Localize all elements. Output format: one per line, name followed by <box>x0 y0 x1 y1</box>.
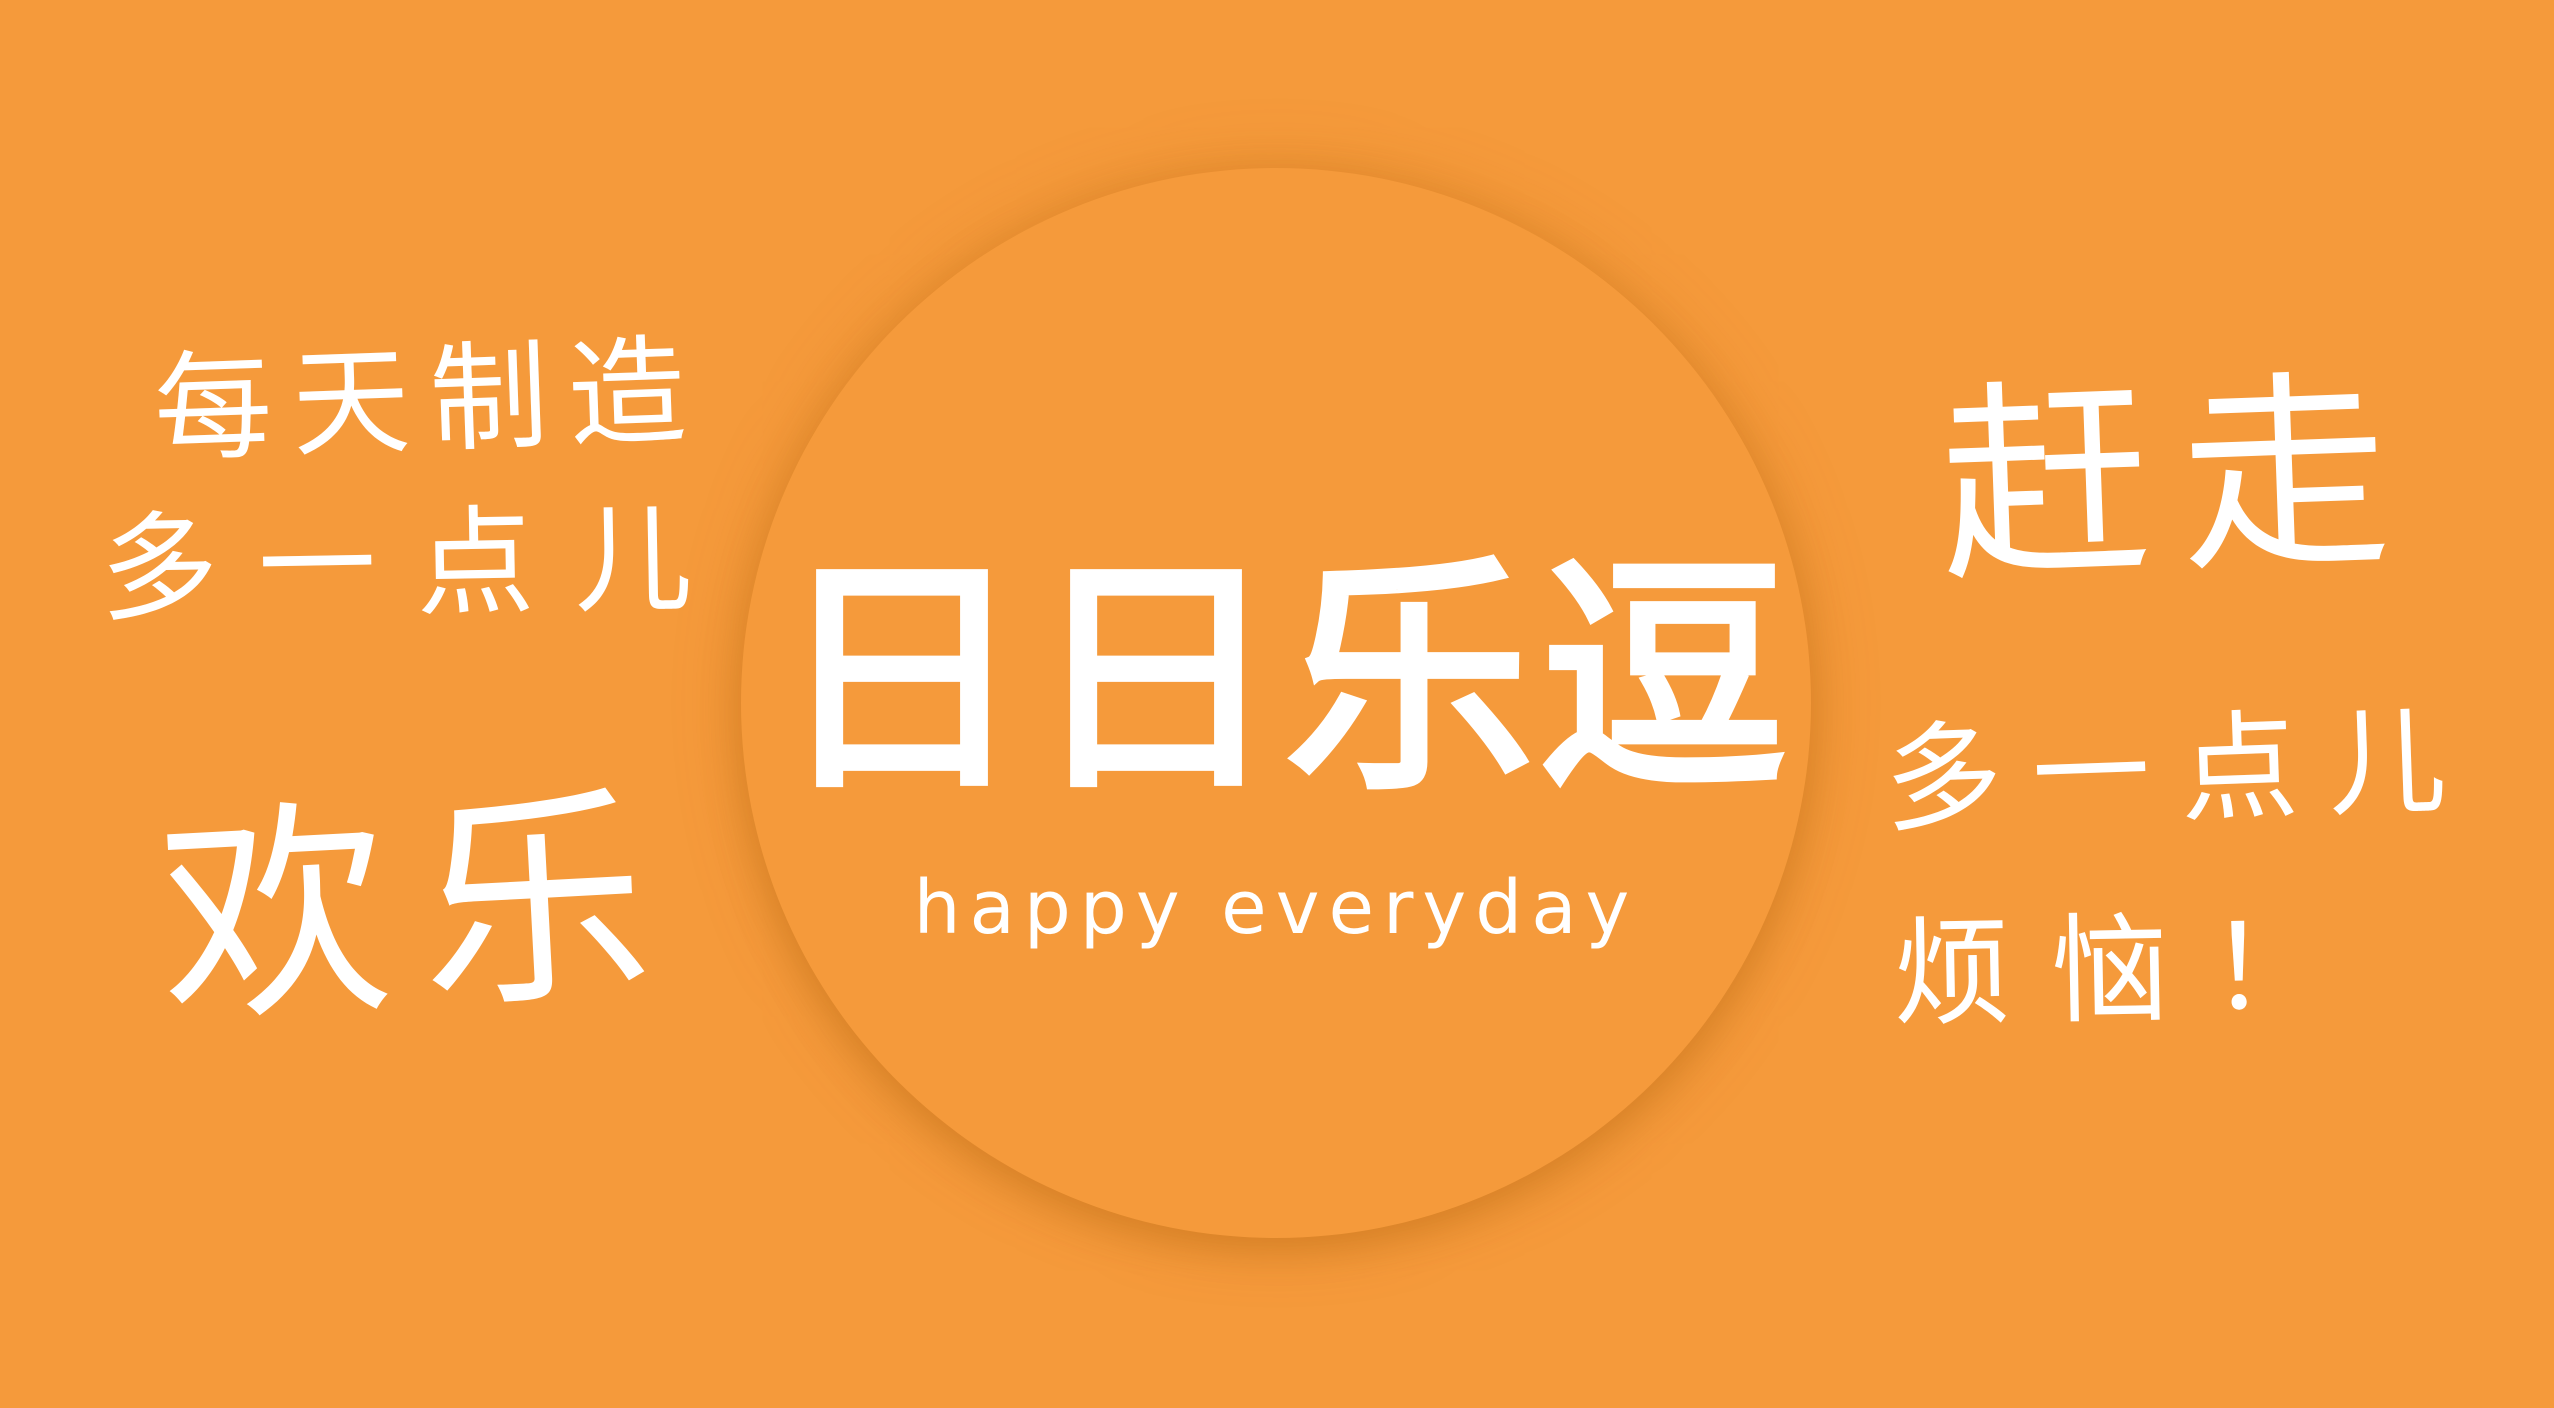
left-slogan-line2: 多一点儿 <box>98 489 734 639</box>
right-slogan-line2: 多一点儿 <box>1881 690 2479 850</box>
logo-title: 日日乐逗 <box>776 534 1792 825</box>
logo-subtitle: happy everyday <box>913 865 1639 951</box>
logo-circle <box>741 168 1811 1238</box>
right-slogan-big: 赶走 <box>1935 348 2425 611</box>
left-slogan-big: 欢乐 <box>153 762 687 1057</box>
right-slogan-line3: 烦恼！ <box>1891 896 2369 1044</box>
left-slogan-line1: 每天制造 <box>151 321 709 479</box>
